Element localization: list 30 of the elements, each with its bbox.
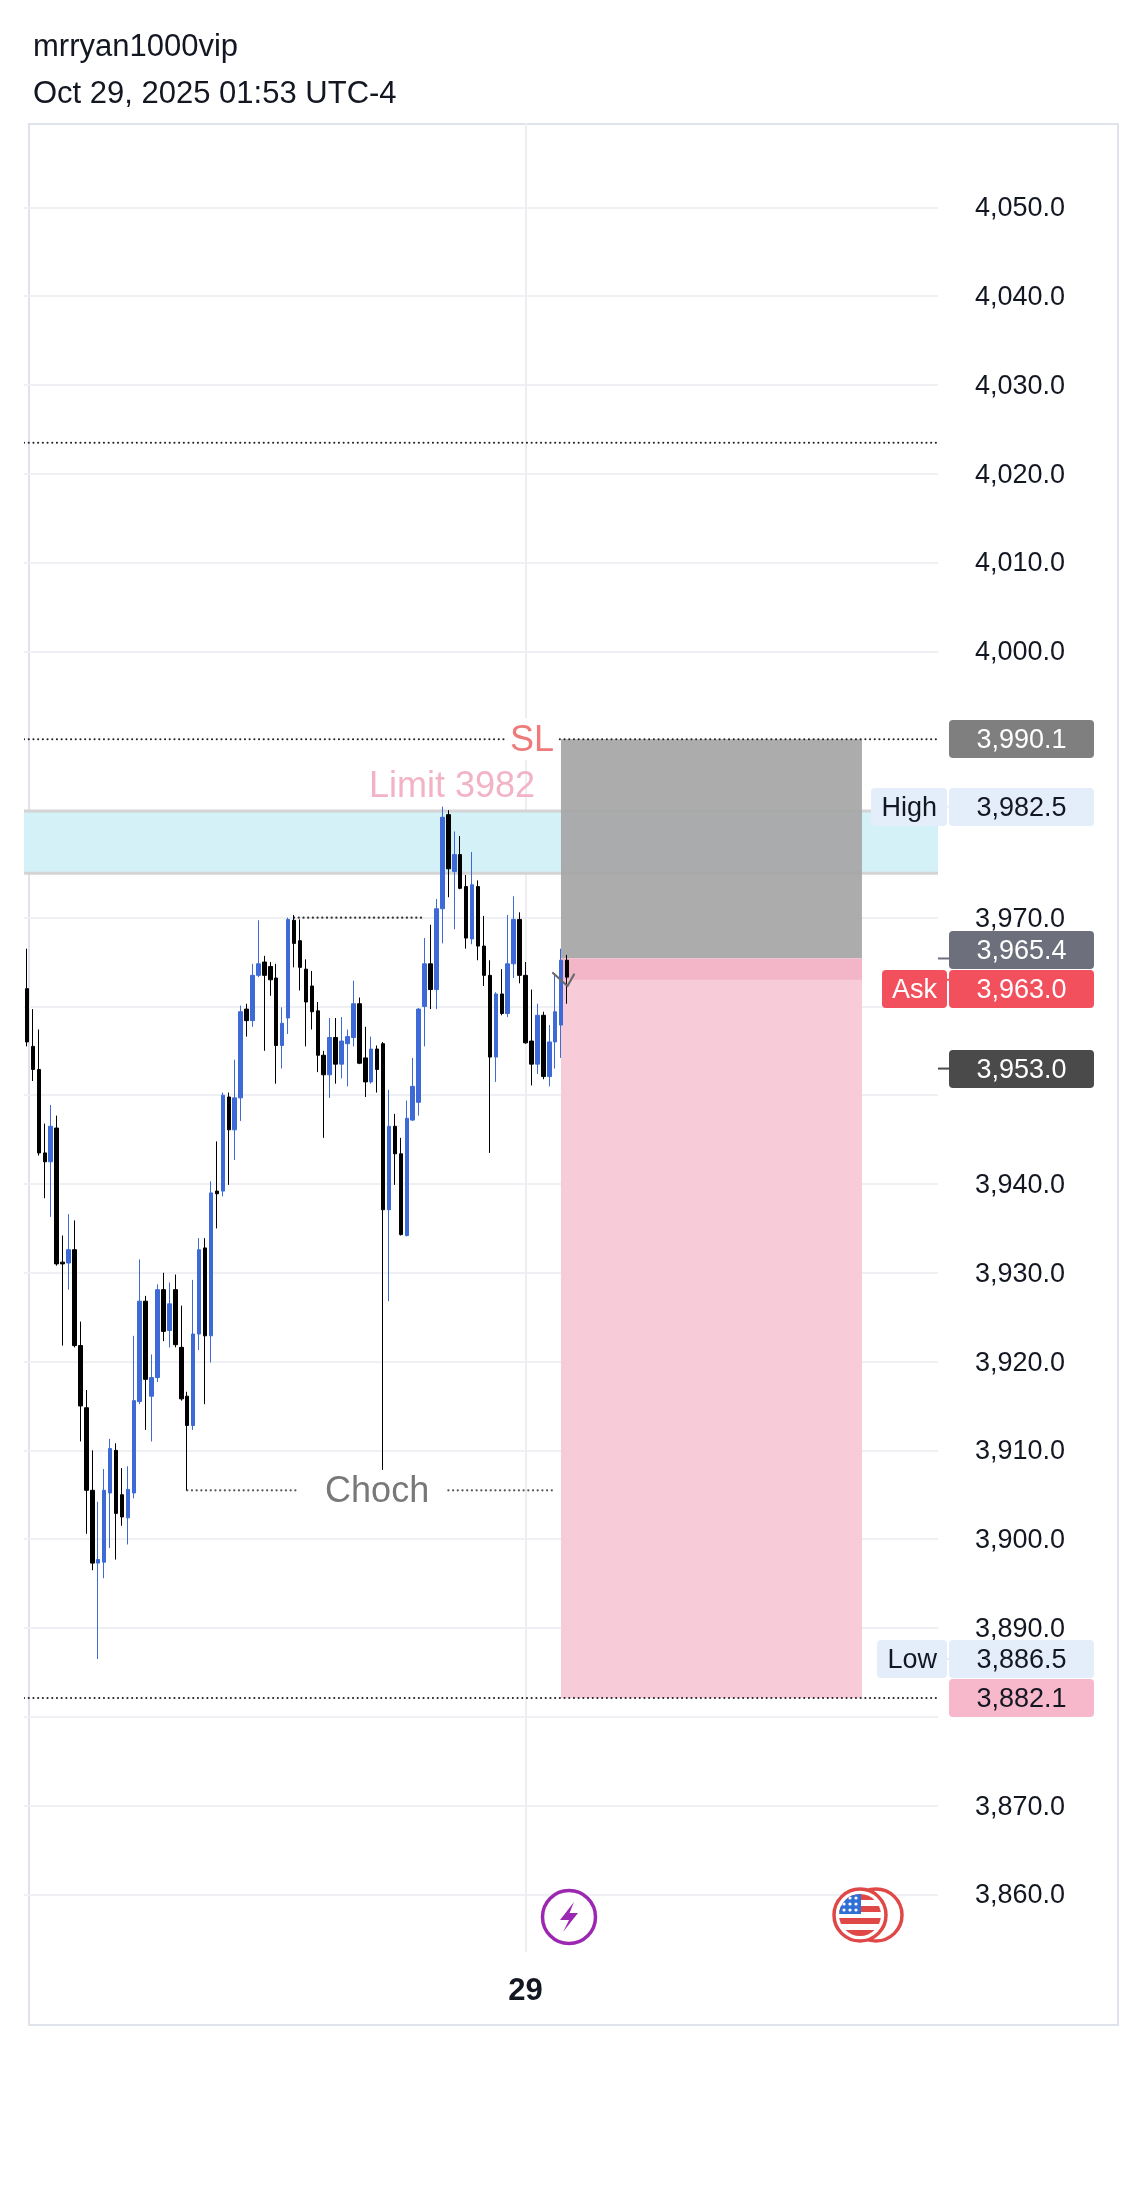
y-tick-label: 3,886.5 bbox=[976, 1644, 1067, 1674]
y-tick-label: 4,030.0 bbox=[975, 369, 1066, 400]
annotation: Low bbox=[877, 1640, 947, 1678]
y-tick-label: 3,982.5 bbox=[949, 787, 1094, 826]
y-tick-label: 3,963.0 bbox=[949, 969, 1094, 1008]
y-tick-label: 4,010.0 bbox=[975, 547, 1066, 578]
y-tick-label: 3,953.0 bbox=[949, 1049, 1094, 1088]
annotation: High bbox=[871, 787, 947, 826]
x-tick-label: 29 bbox=[508, 1972, 543, 2007]
series-label: Choch bbox=[325, 1469, 430, 1512]
band-label: SL bbox=[506, 718, 557, 761]
y-tick-label: 3,870.0 bbox=[975, 1790, 1066, 1821]
y-tick-label: 3,890.0 bbox=[975, 1612, 1066, 1643]
y-tick-label: 4,000.0 bbox=[975, 636, 1066, 667]
ref-line-label: 3,990.1 bbox=[949, 720, 1094, 759]
y-tick-label: 3,910.0 bbox=[975, 1435, 1066, 1466]
chart-title: mrryan1000vip bbox=[33, 28, 239, 63]
y-tick-label: 4,050.0 bbox=[975, 192, 1066, 223]
y-tick-label: 3,930.0 bbox=[975, 1257, 1066, 1288]
ref-line-label: 3,882.1 bbox=[949, 1679, 1094, 1718]
y-tick-label: 3,965.4 bbox=[976, 934, 1067, 965]
y-tick-label: 3,900.0 bbox=[975, 1524, 1066, 1555]
y-tick-label: 4,040.0 bbox=[975, 281, 1066, 312]
band-label: Limit 3982 bbox=[368, 764, 535, 806]
y-tick-label: 3,940.0 bbox=[975, 1169, 1066, 1199]
y-tick-label: 3,860.0 bbox=[975, 1879, 1066, 1910]
y-tick-label: 3,920.0 bbox=[975, 1346, 1066, 1377]
chart-subtitle: Oct 29, 2025 01:53 UTC-4 bbox=[33, 75, 397, 110]
y-tick-label: 4,020.0 bbox=[975, 458, 1066, 489]
y-tick-label: 3,970.0 bbox=[975, 902, 1066, 933]
